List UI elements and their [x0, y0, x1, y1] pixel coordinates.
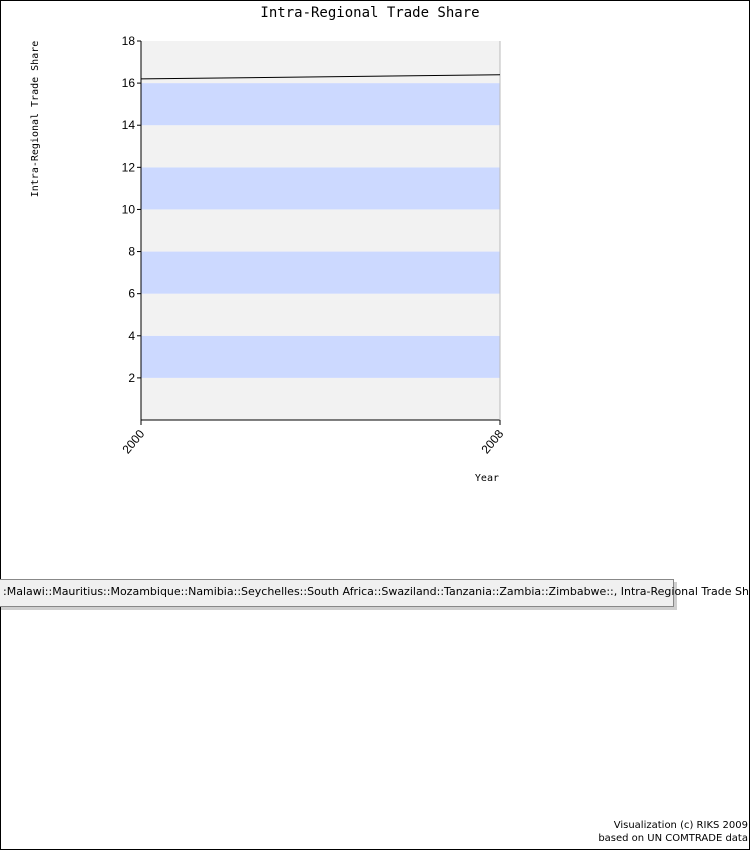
- plot-band: [141, 251, 500, 294]
- y-tick-label: 4: [128, 329, 135, 343]
- legend-text: :Malawi::Mauritius::Mozambique::Namibia:…: [3, 585, 750, 598]
- y-tick-label: 18: [122, 34, 136, 48]
- plot-band: [141, 209, 500, 252]
- x-tick-label: 2000: [119, 427, 147, 457]
- chart-title: Intra-Regional Trade Share: [260, 5, 479, 21]
- line-chart: 2 4 6 8 10 12 14 16 18 2000 2008 Intra-Regional T…: [30, 5, 507, 484]
- y-tick-label: 6: [128, 287, 135, 301]
- plot-band: [141, 125, 500, 168]
- plot-band: [141, 377, 500, 420]
- credit-line-1: Visualization (c) RIKS 2009: [613, 820, 748, 831]
- plot-band: [141, 167, 500, 210]
- y-tick-label: 14: [122, 118, 136, 132]
- y-tick-label: 12: [122, 160, 136, 174]
- y-tick-label: 10: [122, 202, 136, 216]
- plot-band: [141, 335, 500, 378]
- series-lines: [140, 41, 501, 421]
- y-axis-ticks: 2 4 6 8 10 12 14 16 18: [122, 34, 141, 385]
- plot-bands: [141, 41, 500, 420]
- plot-band: [141, 293, 500, 336]
- plot-band: [141, 41, 500, 84]
- x-tick-label: 2008: [478, 427, 506, 457]
- plot-band: [141, 83, 500, 126]
- y-tick-label: 16: [122, 76, 136, 90]
- x-axis-label: Year: [475, 473, 499, 484]
- credit-line-2: based on UN COMTRADE data: [598, 833, 748, 844]
- credit-note: Visualization (c) RIKS 2009 based on UN …: [598, 819, 748, 845]
- y-tick-label: 2: [128, 371, 135, 385]
- y-axis-label: Intra-Regional Trade Share: [30, 41, 41, 198]
- x-axis-ticks: 2000 2008: [119, 420, 507, 457]
- series-line: [140, 74, 501, 80]
- y-tick-label: 8: [128, 245, 135, 259]
- legend: :Malawi::Mauritius::Mozambique::Namibia:…: [0, 579, 750, 607]
